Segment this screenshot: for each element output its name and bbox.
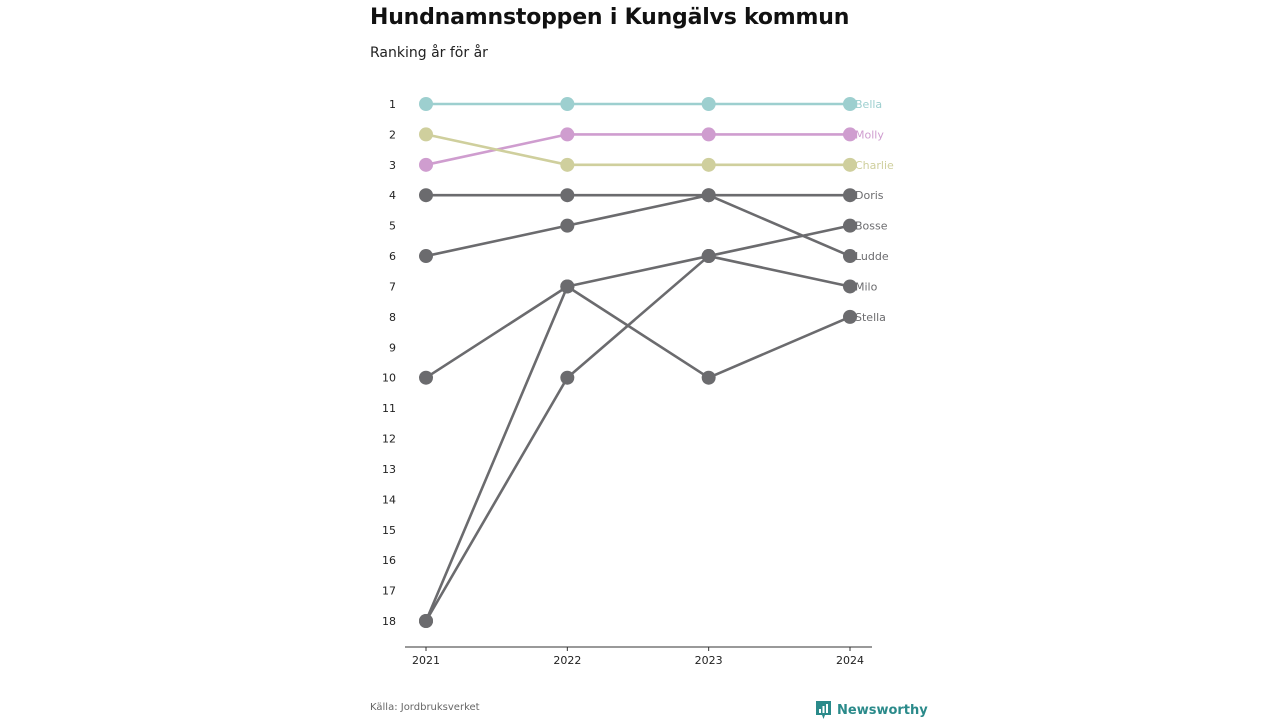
data-point-stella <box>560 279 575 294</box>
data-point-doris <box>419 188 433 203</box>
series-label-milo: Milo <box>855 280 878 293</box>
newsworthy-logo-icon <box>816 701 831 719</box>
y-tick-label: 8 <box>389 311 396 324</box>
data-point-bella <box>701 97 716 111</box>
data-point-molly <box>560 127 575 142</box>
series-line-stella <box>424 285 851 622</box>
data-point-ludde <box>843 249 857 264</box>
data-point-bella <box>560 97 575 111</box>
newsworthy-logo-text: Newsworthy <box>837 702 928 718</box>
y-tick-label: 3 <box>389 159 396 172</box>
y-tick-label: 17 <box>382 585 396 598</box>
series-points <box>419 97 857 628</box>
series-labels: Doris Bosse Ludde Milo Stella Bella Molly Charl… <box>855 98 894 324</box>
series-label-ludde: Ludde <box>855 250 889 263</box>
series-label-bella: Bella <box>855 98 882 111</box>
y-tick-label: 18 <box>382 615 396 628</box>
data-point-stella <box>701 370 716 385</box>
series-line-charlie <box>425 133 850 167</box>
series-label-stella: Stella <box>855 311 886 324</box>
newsworthy-logo[interactable]: Newsworthy <box>816 700 928 720</box>
data-point-molly <box>701 127 716 142</box>
y-tick-label: 2 <box>389 128 396 141</box>
data-point-bella <box>843 97 857 111</box>
data-point-milo <box>843 279 857 294</box>
series-line-milo <box>425 254 851 379</box>
data-point-molly <box>843 127 857 142</box>
y-tick-label: 15 <box>382 524 396 537</box>
y-tick-label: 5 <box>389 220 396 233</box>
x-tick-label: 2022 <box>553 654 581 667</box>
y-tick-label: 1 <box>389 98 396 111</box>
data-point-bosse <box>843 218 857 233</box>
data-point-stella <box>419 614 433 628</box>
y-tick-label: 11 <box>382 402 396 415</box>
y-tick-label: 6 <box>389 250 396 263</box>
data-point-charlie <box>560 157 575 172</box>
data-point-ludde <box>701 188 716 203</box>
y-tick-label: 16 <box>382 554 396 567</box>
data-point-stella <box>843 309 857 324</box>
source-note: Källa: Jordbruksverket <box>370 702 480 713</box>
y-tick-label: 12 <box>382 433 396 446</box>
data-point-molly <box>419 157 433 172</box>
data-point-charlie <box>843 157 857 172</box>
series-line-ludde <box>425 193 851 258</box>
chart-title: Hundnamnstoppen i Kungälvs kommun <box>370 5 850 30</box>
y-tick-label: 7 <box>389 280 396 293</box>
data-point-milo <box>419 370 433 385</box>
data-point-charlie <box>701 157 716 172</box>
data-point-charlie <box>419 127 433 142</box>
series-label-doris: Doris <box>855 189 884 202</box>
series-label-bosse: Bosse <box>855 220 888 233</box>
data-point-milo <box>701 249 716 264</box>
series-line-bosse <box>424 224 851 622</box>
y-tick-label: 4 <box>389 189 396 202</box>
series-lines <box>424 102 851 622</box>
y-tick-label: 14 <box>382 493 396 506</box>
data-point-ludde <box>419 249 433 264</box>
x-tick-label: 2024 <box>836 654 864 667</box>
y-tick-label: 13 <box>382 463 396 476</box>
x-axis-ticks: 2021 2022 2023 2024 <box>412 647 864 667</box>
series-label-charlie: Charlie <box>855 159 894 172</box>
data-point-ludde <box>560 218 575 233</box>
x-tick-label: 2023 <box>695 654 723 667</box>
data-point-bella <box>419 97 433 111</box>
data-point-doris <box>843 188 857 203</box>
series-line-molly <box>425 133 850 167</box>
data-point-bosse <box>560 370 575 385</box>
x-tick-label: 2021 <box>412 654 440 667</box>
y-tick-label: 10 <box>382 372 396 385</box>
y-tick-label: 9 <box>389 341 396 354</box>
data-point-doris <box>560 188 575 203</box>
chart-subtitle: Ranking år för år <box>370 45 488 61</box>
series-label-molly: Molly <box>855 128 884 141</box>
